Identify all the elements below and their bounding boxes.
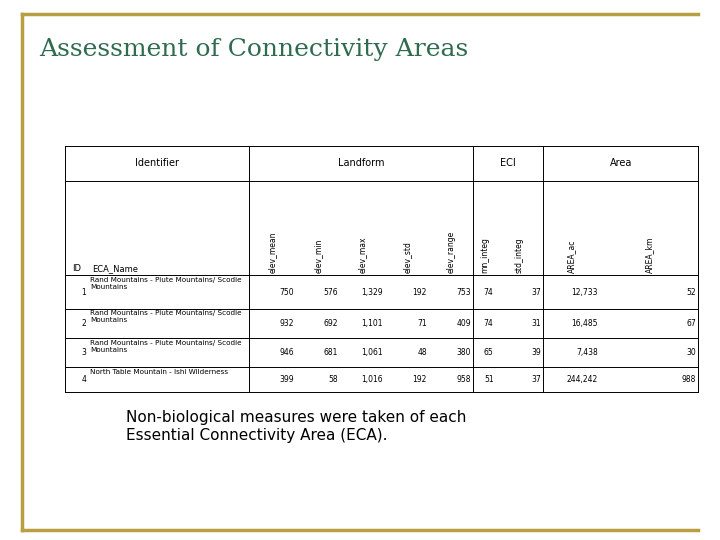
Text: 31: 31 — [531, 319, 541, 328]
Text: 51: 51 — [484, 375, 493, 384]
Text: Area: Area — [610, 158, 632, 168]
Text: 753: 753 — [456, 288, 472, 296]
Text: std_integ: std_integ — [515, 237, 524, 273]
Text: 409: 409 — [456, 319, 472, 328]
Text: Rand Mountains - Piute Mountains/ Scodie
Mountains: Rand Mountains - Piute Mountains/ Scodie… — [91, 310, 242, 323]
Text: 39: 39 — [531, 348, 541, 357]
Text: ID: ID — [72, 264, 81, 273]
Text: 988: 988 — [682, 375, 696, 384]
Text: 74: 74 — [484, 288, 493, 296]
Text: 946: 946 — [279, 348, 294, 357]
Text: 399: 399 — [279, 375, 294, 384]
Text: 3: 3 — [81, 348, 86, 357]
Text: Rand Mountains - Piute Mountains/ Scodie
Mountains: Rand Mountains - Piute Mountains/ Scodie… — [91, 277, 242, 290]
Text: 932: 932 — [279, 319, 294, 328]
Text: 1,101: 1,101 — [361, 319, 382, 328]
Text: AREA_ac: AREA_ac — [567, 239, 576, 273]
Text: 30: 30 — [686, 348, 696, 357]
Text: 37: 37 — [531, 375, 541, 384]
Text: 244,242: 244,242 — [567, 375, 598, 384]
Text: 1,061: 1,061 — [361, 348, 382, 357]
Text: 74: 74 — [484, 319, 493, 328]
Text: AREA_km: AREA_km — [645, 237, 654, 273]
Text: 750: 750 — [279, 288, 294, 296]
Text: 681: 681 — [324, 348, 338, 357]
Text: 1,329: 1,329 — [361, 288, 382, 296]
Text: 58: 58 — [328, 375, 338, 384]
Text: elev_min: elev_min — [314, 238, 323, 273]
Text: elev_max: elev_max — [358, 236, 367, 273]
Text: elev_std: elev_std — [402, 241, 411, 273]
Text: 1: 1 — [81, 288, 86, 296]
Text: ECI: ECI — [500, 158, 516, 168]
Text: elev_range: elev_range — [447, 231, 456, 273]
Text: 380: 380 — [456, 348, 472, 357]
Text: 576: 576 — [323, 288, 338, 296]
Text: elev_mean: elev_mean — [268, 231, 276, 273]
Text: Non-biological measures were taken of each
Essential Connectivity Area (ECA).: Non-biological measures were taken of ea… — [126, 410, 467, 443]
Text: North Table Mountain - Ishi Wilderness: North Table Mountain - Ishi Wilderness — [91, 369, 228, 375]
Text: 692: 692 — [324, 319, 338, 328]
Text: 4: 4 — [81, 375, 86, 384]
Text: 71: 71 — [418, 319, 427, 328]
Text: 52: 52 — [687, 288, 696, 296]
Text: ECA_Name: ECA_Name — [92, 264, 138, 273]
Text: 65: 65 — [484, 348, 493, 357]
Text: Landform: Landform — [338, 158, 384, 168]
Text: Rand Mountains - Piute Mountains/ Scodie
Mountains: Rand Mountains - Piute Mountains/ Scodie… — [91, 340, 242, 353]
Text: 192: 192 — [413, 288, 427, 296]
Text: 2: 2 — [81, 319, 86, 328]
Text: 16,485: 16,485 — [572, 319, 598, 328]
Text: 1,016: 1,016 — [361, 375, 382, 384]
Text: Identifier: Identifier — [135, 158, 179, 168]
Text: 7,438: 7,438 — [576, 348, 598, 357]
Text: 48: 48 — [418, 348, 427, 357]
Text: 192: 192 — [413, 375, 427, 384]
Text: 958: 958 — [456, 375, 472, 384]
Text: 67: 67 — [686, 319, 696, 328]
Text: 37: 37 — [531, 288, 541, 296]
Text: Assessment of Connectivity Areas: Assessment of Connectivity Areas — [40, 38, 469, 61]
Text: mn_integ: mn_integ — [480, 237, 489, 273]
Text: 12,733: 12,733 — [572, 288, 598, 296]
